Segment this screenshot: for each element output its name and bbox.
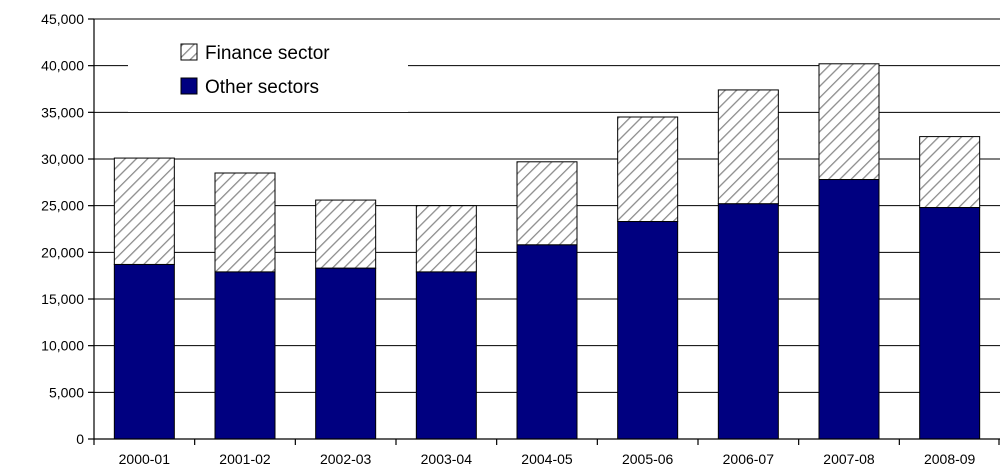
bars: [113, 63, 981, 440]
x-tick-label: 2002-03: [320, 451, 372, 467]
y-tick-label: 40,000: [41, 58, 84, 74]
legend-background: [128, 30, 408, 112]
x-tick-label: 2005-06: [622, 451, 674, 467]
bar-other-sectors: [717, 203, 779, 440]
x-tick-label: 2006-07: [723, 451, 775, 467]
y-tick-labels: 0 5,000 10,000 15,000 20,000 25,000 30,000 35,0…: [41, 11, 84, 447]
y-tick-label: 5,000: [49, 384, 84, 400]
y-tick-label: 45,000: [41, 11, 84, 27]
y-tick-label: 35,000: [41, 104, 84, 120]
legend: Finance sector Other sectors: [128, 30, 408, 112]
bar-finance-sector: [315, 199, 377, 269]
x-tick-label: 2008-09: [924, 451, 976, 467]
bar-other-sectors: [113, 263, 175, 440]
bar-other-sectors: [315, 267, 377, 440]
x-tick-label: 2003-04: [421, 451, 473, 467]
y-tick-label: 20,000: [41, 244, 84, 260]
x-tick-labels: 2000-01 2001-02 2002-03 2003-04 2004-05 2005-…: [119, 451, 976, 467]
bar-other-sectors: [818, 179, 880, 440]
legend-label: Other sectors: [205, 77, 319, 98]
y-tick-label: 0: [76, 431, 84, 447]
axes: [88, 18, 1000, 445]
bar-finance-sector: [113, 157, 175, 265]
bar-other-sectors: [214, 271, 276, 440]
x-tick-label: 2001-02: [219, 451, 271, 467]
y-tick-label: 15,000: [41, 291, 84, 307]
bar-finance-sector: [516, 161, 578, 246]
bar-other-sectors: [919, 207, 981, 440]
x-tick-label: 2004-05: [521, 451, 573, 467]
bar-finance-sector: [415, 205, 477, 273]
bar-finance-sector: [717, 89, 779, 205]
bar-other-sectors: [415, 271, 477, 440]
bar-other-sectors: [516, 244, 578, 440]
legend-swatch: [180, 77, 198, 95]
bar-finance-sector: [214, 172, 276, 273]
legend-label: Finance sector: [205, 43, 330, 64]
x-tick-label: 2007-08: [823, 451, 875, 467]
bar-finance-sector: [919, 136, 981, 209]
legend-swatch: [180, 43, 198, 61]
y-tick-label: 30,000: [41, 151, 84, 167]
bar-finance-sector: [617, 116, 679, 223]
bar-finance-sector: [818, 63, 880, 181]
y-tick-label: 25,000: [41, 198, 84, 214]
x-tick-label: 2000-01: [119, 451, 171, 467]
y-tick-label: 10,000: [41, 338, 84, 354]
bar-other-sectors: [617, 221, 679, 440]
